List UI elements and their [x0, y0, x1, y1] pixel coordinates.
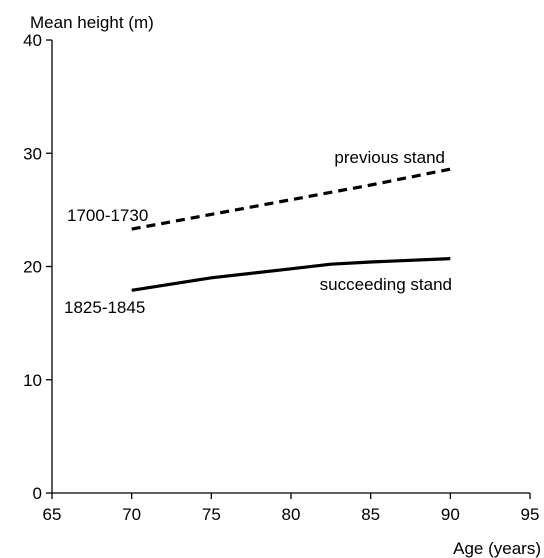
x-tick-label: 90 — [441, 505, 460, 524]
succeeding-period-label: 1825-1845 — [64, 298, 145, 317]
x-tick-label: 75 — [202, 505, 221, 524]
series-line-succeeding-stand — [131, 257, 451, 292]
y-tick-label: 30 — [23, 144, 42, 163]
x-tick-label: 85 — [361, 505, 380, 524]
succeeding-stand-label: succeeding stand — [320, 275, 452, 294]
previous-stand-label: previous stand — [334, 148, 445, 167]
previous-period-label: 1700-1730 — [67, 206, 148, 225]
ticks: 65 70 75 80 85 90 95 0 10 20 30 40 — [23, 31, 539, 524]
x-tick-label: 80 — [282, 505, 301, 524]
series-line-previous-stand — [131, 167, 451, 231]
y-tick-label: 0 — [33, 484, 42, 503]
x-tick-label: 95 — [521, 505, 540, 524]
x-tick-label: 65 — [43, 505, 62, 524]
x-axis-title: Age (years) — [453, 539, 541, 558]
y-axis-title: Mean height (m) — [30, 13, 154, 32]
y-tick-label: 10 — [23, 371, 42, 390]
series-group — [131, 167, 451, 292]
axes — [51, 40, 530, 494]
y-tick-label: 40 — [23, 31, 42, 50]
x-tick-label: 70 — [122, 505, 141, 524]
y-tick-label: 20 — [23, 258, 42, 277]
labels-group: Mean height (m) Age (years) previous sta… — [30, 13, 541, 558]
